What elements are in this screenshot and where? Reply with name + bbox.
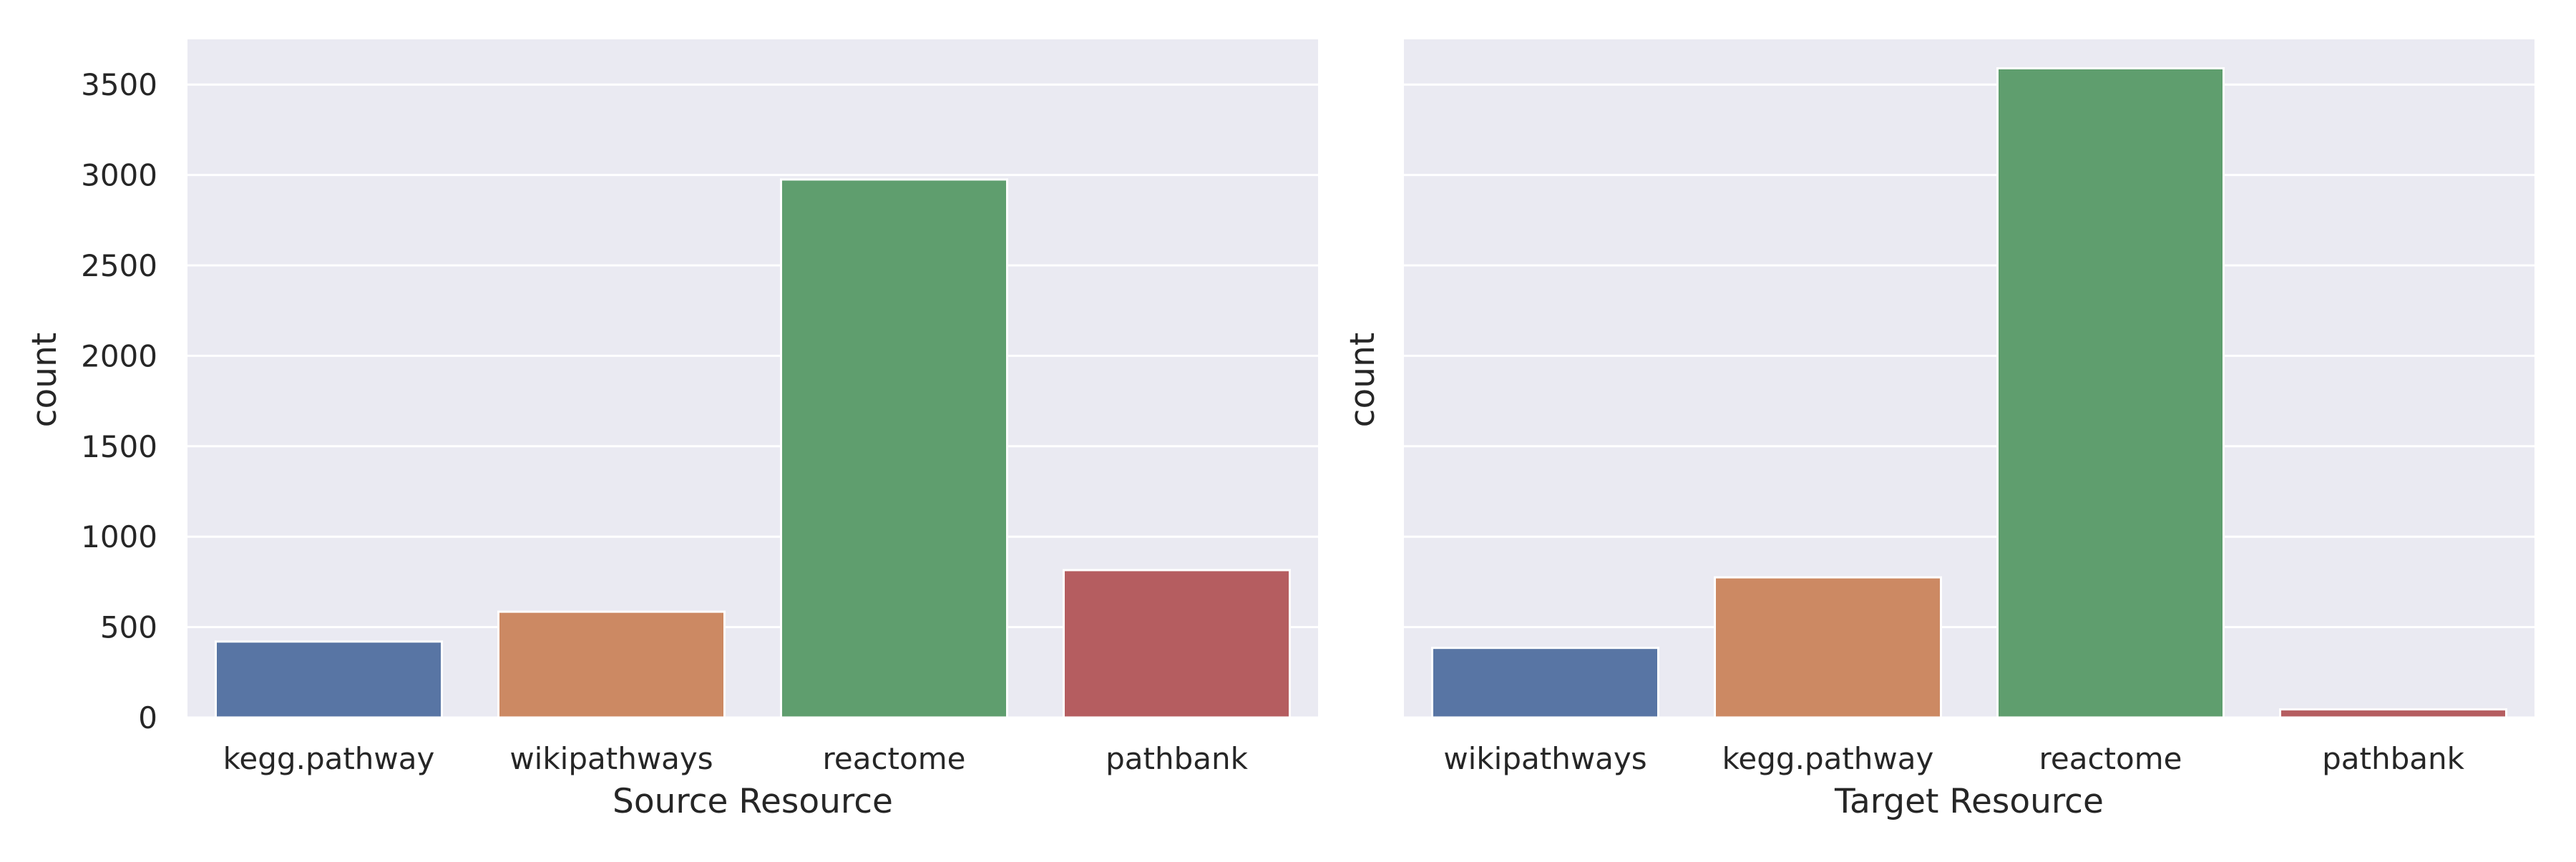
bar-1-wikipathways [497,610,726,719]
x-tick-label-1-3: pathbank [1106,741,1249,776]
y-tick-label-1-3: 1500 [81,429,157,464]
y-tick-label-1-7: 3500 [81,67,157,102]
plot-background-2 [1404,39,2534,717]
x-tick-label-2-2: reactome [2039,741,2182,776]
x-axis-label-2: Target Resource [1834,782,2104,821]
x-tick-label-2-1: kegg.pathway [1722,741,1934,776]
bar-2-pathbank [2279,708,2507,719]
x-axis-label-1: Source Resource [613,782,893,821]
y-tick-label-1-1: 500 [100,610,157,645]
y-tick-label-1-2: 1000 [81,519,157,554]
y-tick-label-1-4: 2000 [81,338,157,373]
y-tick-label-1-0: 0 [138,700,157,735]
x-tick-label-1-0: kegg.pathway [223,741,435,776]
bar-2-kegg.pathway [1714,576,1942,719]
y-axis-label-1: count [25,333,64,428]
x-tick-label-1-2: reactome [823,741,966,776]
x-tick-label-2-0: wikipathways [1443,741,1646,776]
x-tick-label-2-3: pathbank [2322,741,2465,776]
x-tick-label-1-1: wikipathways [509,741,713,776]
y-tick-label-1-6: 3000 [81,158,157,193]
bar-1-pathbank [1063,569,1291,719]
bar-1-kegg.pathway [215,640,443,719]
y-tick-label-1-5: 2500 [81,248,157,283]
bar-1-reactome [780,178,1008,719]
bar-2-wikipathways [1431,647,1659,719]
bar-2-reactome [1996,67,2225,719]
y-axis-label-2: count [1343,333,1382,428]
